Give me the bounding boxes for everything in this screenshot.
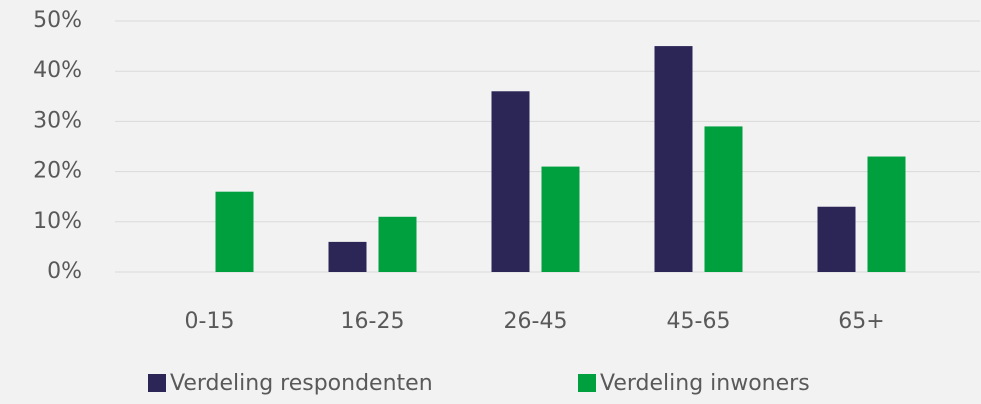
bar	[867, 156, 906, 272]
y-tick-label: 40%	[33, 58, 82, 83]
legend-swatch	[578, 374, 596, 392]
x-tick-label: 26-45	[504, 309, 568, 334]
y-tick-label: 10%	[33, 209, 82, 234]
bar	[491, 91, 530, 272]
y-tick-label: 20%	[33, 159, 82, 184]
bar	[541, 166, 580, 272]
bar	[378, 216, 417, 272]
legend-label: Verdeling inwoners	[600, 371, 810, 396]
bar	[654, 46, 693, 272]
legend-swatch	[148, 374, 166, 392]
bar	[704, 126, 743, 272]
x-tick-label: 16-25	[341, 309, 405, 334]
x-tick-label: 45-65	[667, 309, 731, 334]
bar	[215, 191, 254, 272]
x-tick-label: 0-15	[185, 309, 235, 334]
legend-label: Verdeling respondenten	[170, 371, 433, 396]
y-tick-label: 30%	[33, 108, 82, 133]
bar	[817, 206, 856, 272]
y-tick-label: 50%	[33, 8, 82, 33]
x-tick-label: 65+	[838, 309, 884, 334]
bar	[328, 241, 367, 272]
y-tick-label: 0%	[47, 259, 82, 284]
